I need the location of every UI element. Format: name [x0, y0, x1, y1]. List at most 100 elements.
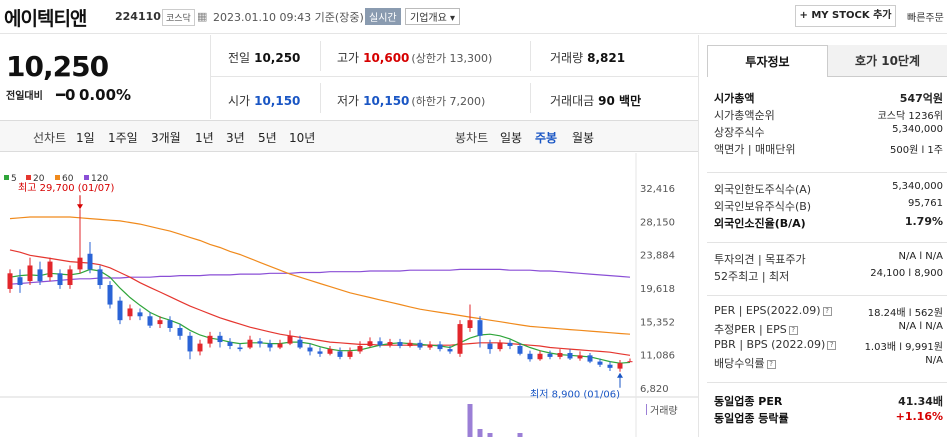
info-row-value: 1.03배 l 9,991원 [864, 342, 943, 353]
candle [317, 351, 323, 354]
info-row-value: 1.79% [904, 215, 943, 228]
info-row-value: 18.24배 l 562원 [867, 308, 943, 319]
candle [247, 339, 253, 348]
candle [97, 269, 103, 286]
info-row-value: 24,100 l 8,900 [870, 268, 943, 279]
period-1w[interactable]: 1주일 [108, 131, 138, 145]
info-row: 동일업종 PER 41.34배 [707, 392, 947, 409]
period-5y[interactable]: 5년 [258, 131, 277, 145]
candle [347, 351, 353, 357]
candle [587, 355, 593, 362]
y-tick-label: 28,150 [640, 217, 675, 228]
period-1y[interactable]: 1년 [195, 131, 214, 145]
info-row: 52주최고 | 최저 24,100 l 8,900 [707, 267, 947, 284]
info-row-value: 41.34배 [898, 395, 943, 408]
info-row-label: 투자의견 | 목표주가 [714, 253, 806, 266]
ma-line-60 [9, 216, 631, 335]
candle [327, 349, 333, 354]
candle [7, 273, 13, 289]
candle [337, 351, 343, 357]
candle [77, 257, 83, 270]
price-chart[interactable]: 32,416 28,150 23,884 19,618 15,352 11,086 6,82… [0, 153, 698, 437]
candle [357, 345, 363, 352]
help-icon[interactable]: ? [788, 325, 798, 335]
stat-low: 저가 10,150 (하한가 7,200) [337, 94, 486, 108]
candle [257, 341, 263, 344]
candle [17, 277, 23, 286]
y-tick-label: 32,416 [640, 184, 675, 195]
legend-swatch [4, 175, 9, 180]
quick-order-link[interactable]: 빠른주문 [907, 13, 944, 24]
y-tick-label: 15,352 [640, 317, 675, 328]
candle-chart-label: 봉차트 [455, 131, 489, 145]
info-row: 액면가 | 매매단위 500원 l 1주 [707, 140, 947, 157]
info-row-label: 액면가 | 매매단위 [714, 143, 796, 156]
help-icon[interactable]: ? [766, 359, 776, 369]
realtime-button[interactable]: 실시간 [365, 8, 401, 25]
info-row: 시가총액순위 코스닥 1236위 [707, 106, 947, 123]
panel-separator [707, 242, 947, 243]
price-stats: 전일 10,250 고가 10,600 (상한가 13,300) 거래량 8,821 시… [210, 35, 699, 119]
candle [307, 347, 313, 352]
period-10y[interactable]: 10년 [289, 131, 316, 145]
info-row: 추정PER | EPS? N/A l N/A [707, 320, 947, 337]
help-icon[interactable]: ? [822, 306, 832, 316]
candle [157, 320, 163, 325]
candle [37, 269, 43, 282]
volume-bar [467, 404, 473, 437]
info-row: 외국인소진율(B/A) 1.79% [707, 214, 947, 231]
y-tick-label: 19,618 [640, 284, 675, 295]
candle [227, 342, 233, 346]
y-tick-label: 11,086 [640, 351, 675, 362]
help-icon[interactable]: ? [827, 340, 837, 350]
candle [567, 352, 573, 359]
candle [297, 339, 303, 348]
legend-label: 60 [62, 174, 74, 184]
candle-weekly[interactable]: 주봉 [535, 131, 558, 145]
info-row: PER | EPS(2022.09)? 18.24배 l 562원 [707, 303, 947, 320]
candle [137, 312, 143, 317]
volume-bar [517, 433, 523, 437]
period-3m[interactable]: 3개월 [151, 131, 181, 145]
candle [557, 352, 563, 357]
volume-legend-swatch [646, 404, 647, 415]
info-row-label: 동일업종 등락률 [714, 412, 789, 425]
tab-investment-info[interactable]: 투자정보 [707, 45, 828, 77]
info-row: 외국인한도주식수(A) 5,340,000 [707, 180, 947, 197]
candle [187, 335, 193, 352]
panel-separator [707, 172, 947, 173]
candle [147, 316, 153, 326]
candle [617, 363, 623, 369]
company-overview-dropdown[interactable]: 기업개요 ▾ [405, 8, 460, 25]
legend-label: 120 [91, 174, 108, 184]
candle [107, 285, 113, 305]
add-mystock-button[interactable]: + MY STOCK 추가 [795, 5, 896, 27]
stat-volume: 거래량 8,821 [550, 51, 626, 65]
candle [57, 273, 63, 286]
info-row: 상장주식수 5,340,000 [707, 123, 947, 140]
candle [27, 265, 33, 282]
info-row-value: 5,340,000 [892, 124, 943, 135]
candle [67, 269, 73, 286]
candle [437, 344, 443, 350]
info-row: 배당수익률? N/A [707, 354, 947, 371]
y-tick-label: 6,820 [640, 384, 669, 395]
info-row-label: PBR | BPS (2022.09)? [714, 338, 837, 351]
change-percent: 0.00% [79, 86, 132, 104]
candle [197, 343, 203, 352]
candle-monthly[interactable]: 월봉 [572, 131, 595, 145]
period-3y[interactable]: 3년 [226, 131, 245, 145]
candle [367, 341, 373, 346]
candle [507, 342, 513, 346]
change-label: 전일대비 [6, 91, 43, 102]
line-chart-label: 선차트 [33, 131, 67, 145]
period-1d[interactable]: 1일 [76, 131, 95, 145]
timestamp: 2023.01.10 09:43 기준(장중) [213, 11, 364, 24]
candle-daily[interactable]: 일봉 [500, 131, 523, 145]
tab-orderbook[interactable]: 호가 10단계 [828, 45, 947, 77]
info-row: PBR | BPS (2022.09)? 1.03배 l 9,991원 [707, 337, 947, 354]
candle [377, 341, 383, 346]
candle [457, 324, 463, 354]
ma-line-5 [9, 268, 631, 364]
